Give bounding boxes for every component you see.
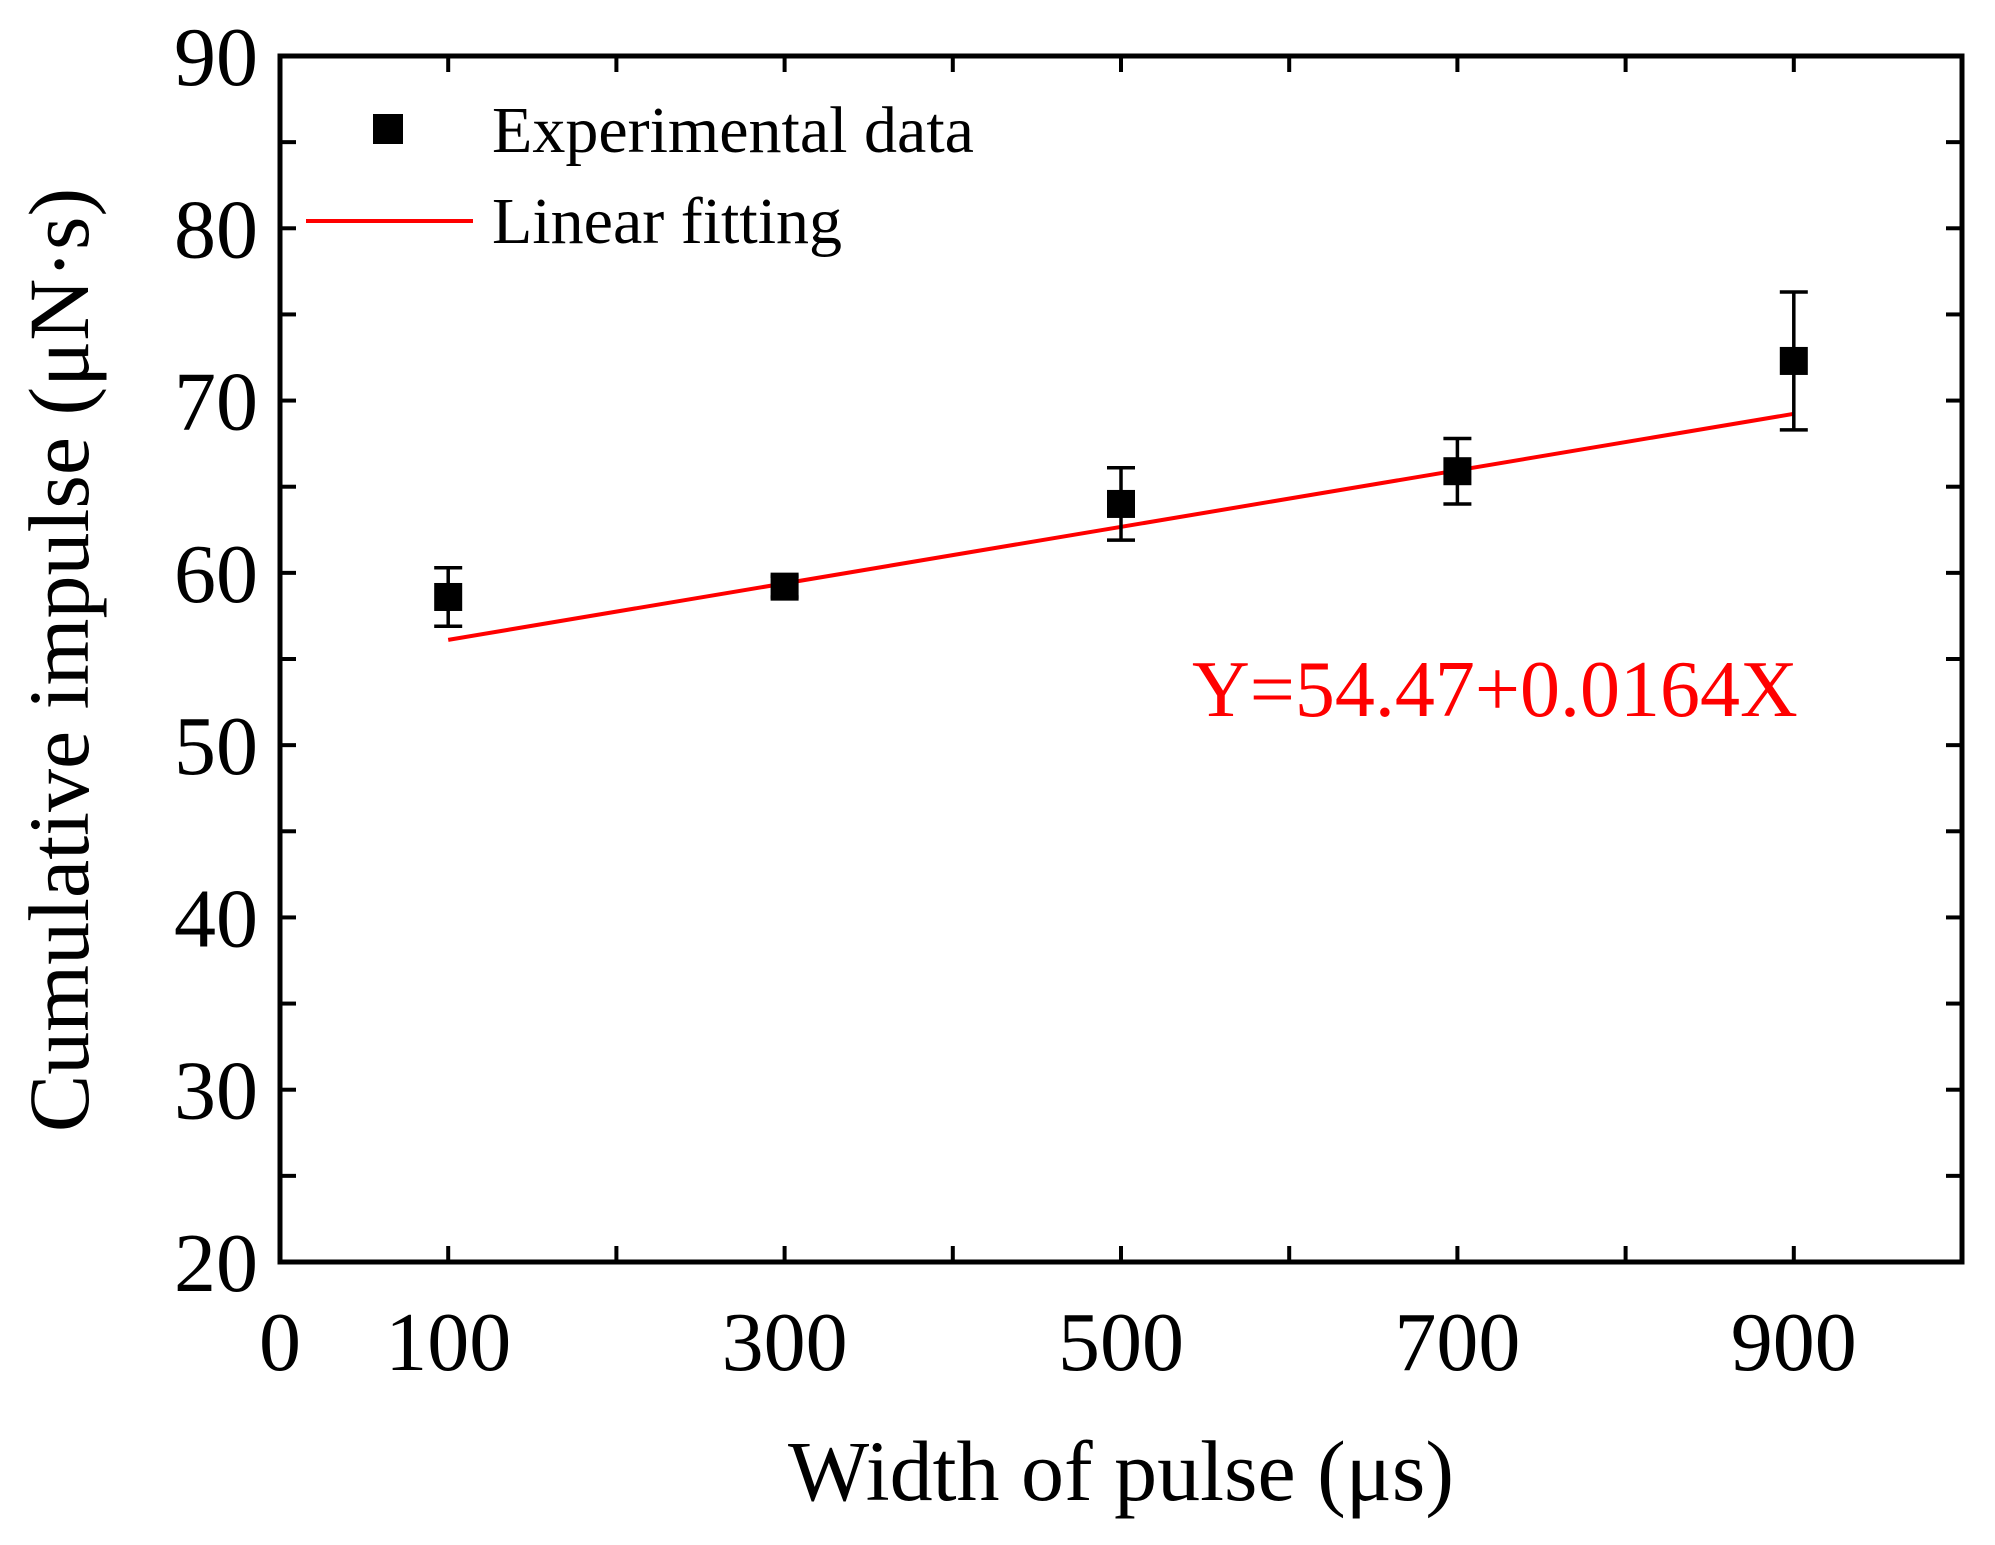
- legend-marker-experimental: [373, 114, 403, 144]
- legend-label-experimental: Experimental data: [492, 94, 974, 167]
- x-tick-label: 100: [385, 1296, 511, 1389]
- y-tick-label: 30: [174, 1045, 258, 1138]
- y-tick-label: 20: [174, 1217, 258, 1310]
- x-tick-label: 900: [1731, 1296, 1857, 1389]
- y-axis-title: Cumulative impulse (μN·s): [11, 188, 107, 1132]
- x-axis-title: Width of pulse (μs): [788, 1423, 1454, 1519]
- legend-label-linear: Linear fitting: [492, 185, 842, 258]
- y-tick-label: 70: [174, 356, 258, 449]
- x-tick-label: 500: [1058, 1296, 1184, 1389]
- x-tick-label: 300: [722, 1296, 848, 1389]
- fit-equation: Y=54.47+0.0164X: [1192, 646, 1798, 734]
- data-point: [434, 582, 463, 611]
- y-tick-label: 60: [174, 528, 258, 621]
- data-point: [1107, 489, 1135, 518]
- data-points: [434, 290, 1808, 629]
- data-point: [1443, 457, 1472, 486]
- legend: Experimental data Linear fitting: [306, 94, 974, 258]
- y-tick-label: 50: [174, 700, 258, 793]
- x-tick-label: 700: [1394, 1296, 1520, 1389]
- data-point: [1779, 346, 1808, 375]
- y-tick-label: 90: [174, 11, 258, 104]
- y-tick-label: 40: [174, 872, 258, 965]
- x-tick-label: 0: [259, 1296, 301, 1389]
- data-point: [770, 572, 799, 601]
- y-tick-label: 80: [174, 183, 258, 276]
- axes: 0 100 300 500 700 900 20 30 40 50 60 70 80 90: [174, 11, 1962, 1389]
